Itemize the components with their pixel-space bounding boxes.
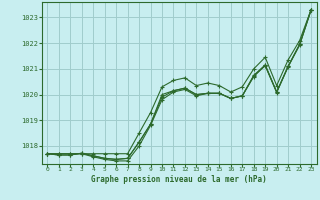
X-axis label: Graphe pression niveau de la mer (hPa): Graphe pression niveau de la mer (hPa) [91,175,267,184]
